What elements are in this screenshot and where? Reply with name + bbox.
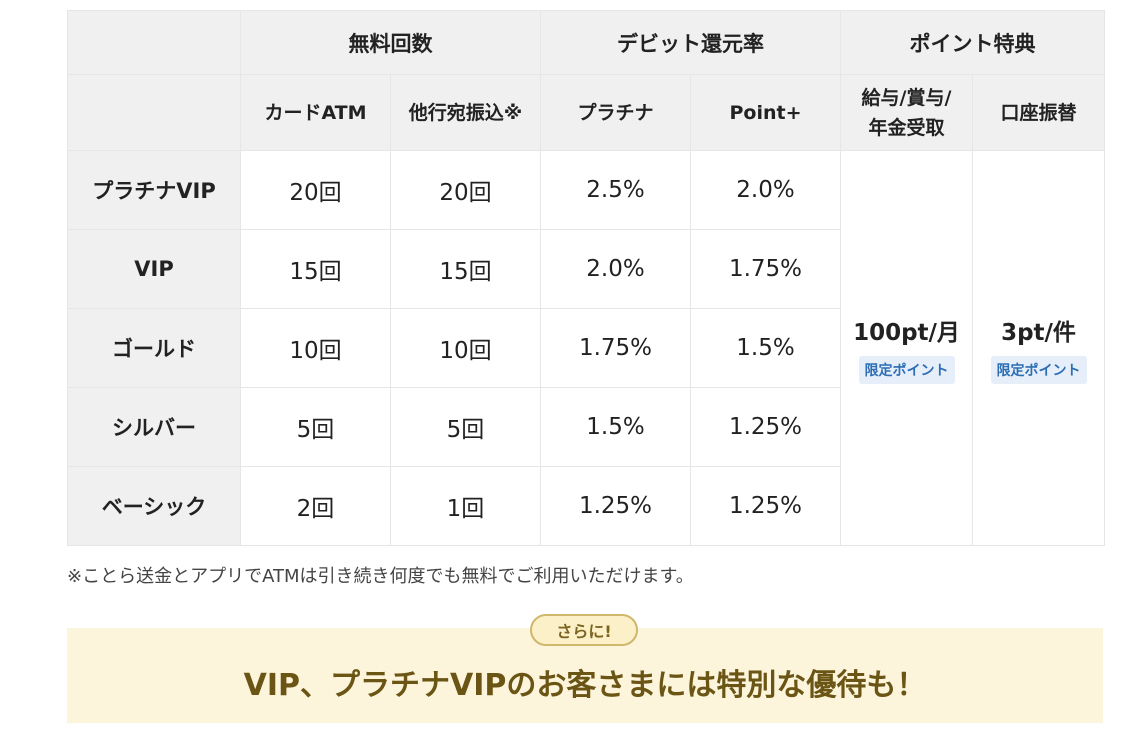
rank-label: プラチナVIP (67, 150, 241, 230)
platinum-rate: 1.25% (540, 466, 691, 546)
benefits-table-container: 無料回数 デビット還元率 ポイント特典 カードATM 他行宛振込※ プラチナ P… (67, 10, 1105, 546)
table-corner (67, 10, 241, 75)
account-transfer-benefit-value: 3pt/件 (1001, 319, 1076, 346)
subheader-salary: 給与/賞与/ 年金受取 (840, 74, 973, 151)
atm-count: 2回 (240, 466, 391, 546)
limited-point-badge: 限定ポイント (858, 355, 955, 384)
atm-count: 10回 (240, 308, 391, 388)
subheader-account-transfer: 口座振替 (972, 74, 1105, 151)
promo-text: VIP、プラチナVIPのお客さまには特別な優待も！ (243, 668, 927, 703)
subheader-point-plus: Point+ (690, 74, 841, 151)
transfer-count: 15回 (390, 229, 541, 309)
account-transfer-benefit-cell: 3pt/件 限定ポイント (972, 150, 1105, 546)
group-header-points: ポイント特典 (840, 10, 1105, 75)
atm-count: 20回 (240, 150, 391, 230)
transfer-count: 5回 (390, 387, 541, 467)
table-row: VIP 15回 15回 2.0% 1.75% (67, 229, 1105, 309)
platinum-rate: 1.5% (540, 387, 691, 467)
group-header-free: 無料回数 (240, 10, 541, 75)
table-corner-sub (67, 74, 241, 151)
subheader-salary-line1: 給与/賞与/ (861, 86, 952, 109)
atm-count: 5回 (240, 387, 391, 467)
table-row: ベーシック 2回 1回 1.25% 1.25% (67, 466, 1105, 546)
salary-benefit-value: 100pt/月 (853, 319, 960, 346)
table-row: ゴールド 10回 10回 1.75% 1.5% (67, 308, 1105, 388)
subheader-salary-line2: 年金受取 (868, 116, 945, 139)
group-header-debit: デビット還元率 (540, 10, 841, 75)
rank-label: ゴールド (67, 308, 241, 388)
point-plus-rate: 1.25% (690, 387, 841, 467)
subheader-platinum: プラチナ (540, 74, 691, 151)
table-row: プラチナVIP 20回 20回 2.5% 2.0% 100pt/月 限定ポイント… (67, 150, 1105, 546)
salary-benefit-cell: 100pt/月 限定ポイント (840, 150, 973, 546)
point-plus-rate: 1.25% (690, 466, 841, 546)
subheader-transfer: 他行宛振込※ (390, 74, 541, 151)
transfer-count: 20回 (390, 150, 541, 230)
rank-label: VIP (67, 229, 241, 309)
limited-point-badge: 限定ポイント (990, 355, 1087, 384)
atm-count: 15回 (240, 229, 391, 309)
subheader-card-atm: カードATM (240, 74, 391, 151)
point-plus-rate: 2.0% (690, 150, 841, 230)
platinum-rate: 2.0% (540, 229, 691, 309)
transfer-count: 1回 (390, 466, 541, 546)
transfer-count: 10回 (390, 308, 541, 388)
benefits-table: 無料回数 デビット還元率 ポイント特典 カードATM 他行宛振込※ プラチナ P… (67, 10, 1105, 546)
rank-label: ベーシック (67, 466, 241, 546)
promo-badge: さらに! (530, 614, 638, 646)
platinum-rate: 2.5% (540, 150, 691, 230)
platinum-rate: 1.75% (540, 308, 691, 388)
point-plus-rate: 1.5% (690, 308, 841, 388)
footnote: ※ことら送金とアプリでATMは引き続き何度でも無料でご利用いただけます。 (67, 566, 694, 587)
rank-label: シルバー (67, 387, 241, 467)
point-plus-rate: 1.75% (690, 229, 841, 309)
